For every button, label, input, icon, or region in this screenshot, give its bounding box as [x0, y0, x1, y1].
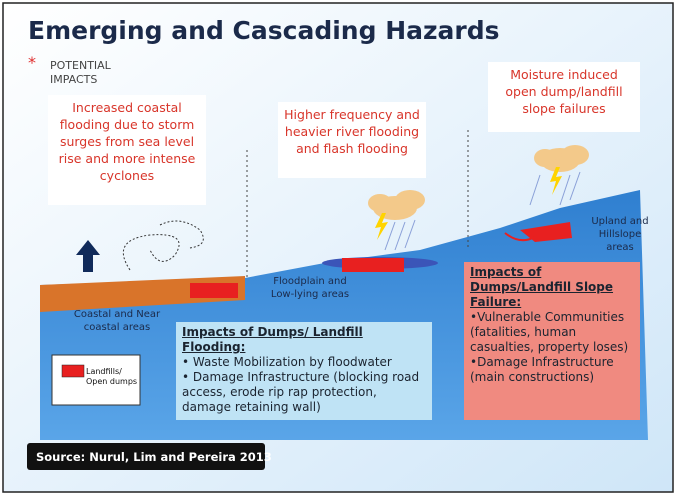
impact-box: Impacts of Dumps/Landfill Slope Failure:… [464, 262, 640, 420]
callout: Increased coastal flooding due to storm … [48, 95, 206, 205]
svg-text:*: * [28, 53, 36, 72]
callout: Moisture induced open dump/landfill slop… [488, 62, 640, 132]
zone-label: Floodplain and Low-lying areas [270, 275, 350, 301]
slide: * Emerging and Cascading Hazards POTENTI… [0, 0, 676, 495]
box-heading: Impacts of Dumps/ Landfill Flooding: [182, 325, 426, 355]
box-item: •Vulnerable Communities (fatalities, hum… [470, 310, 634, 355]
box-heading: Impacts of Dumps/Landfill Slope Failure: [470, 265, 634, 310]
source: Source: Nurul, Lim and Pereira 2013 [36, 450, 272, 464]
impact-box: Impacts of Dumps/ Landfill Flooding: • W… [176, 322, 432, 420]
box-item: • Damage Infrastructure (blocking road a… [182, 370, 426, 415]
callout: Higher frequency and heavier river flood… [278, 102, 426, 178]
box-item: • Waste Mobilization by floodwater [182, 355, 426, 370]
title: Emerging and Cascading Hazards [28, 16, 500, 45]
zone-label: Coastal and Near coastal areas [72, 308, 162, 334]
zone-label: Upland and Hillslope areas [585, 215, 655, 254]
box-item: •Damage Infrastructure (main constructio… [470, 355, 634, 385]
legend-label: Landfills/ Open dumps [86, 367, 138, 387]
subtitle: POTENTIAL IMPACTS [50, 59, 140, 87]
